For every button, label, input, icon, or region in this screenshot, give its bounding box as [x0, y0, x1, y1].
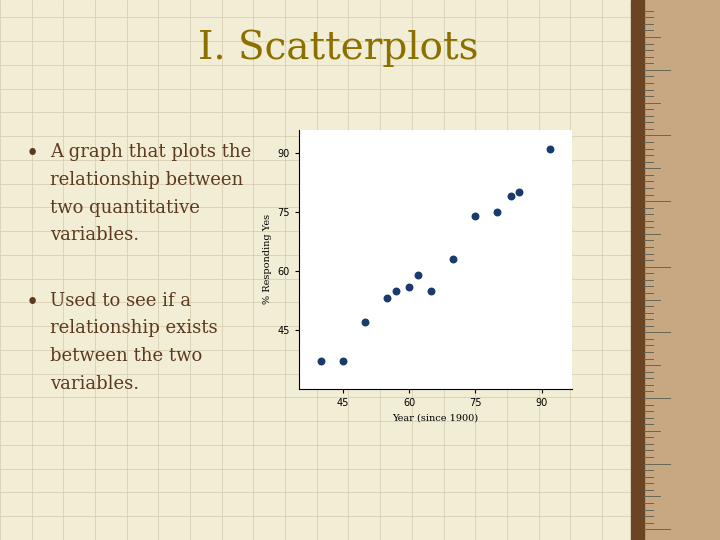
Text: I. Scatterplots: I. Scatterplots: [198, 30, 479, 68]
Y-axis label: % Responding Yes: % Responding Yes: [263, 214, 271, 304]
Bar: [631, 0, 644, 540]
Point: [448, 255, 459, 264]
Point: [544, 145, 556, 153]
Point: [469, 212, 481, 220]
Text: •: •: [25, 292, 38, 314]
Point: [492, 208, 503, 217]
Point: [337, 357, 348, 366]
Text: Used to see if a
relationship exists
between the two
variables.: Used to see if a relationship exists bet…: [50, 292, 218, 393]
Point: [403, 282, 415, 291]
Point: [513, 188, 525, 197]
Point: [426, 286, 437, 295]
Text: •: •: [25, 143, 38, 165]
Point: [315, 357, 327, 366]
X-axis label: Year (since 1900): Year (since 1900): [392, 414, 479, 422]
Point: [359, 318, 371, 326]
Point: [505, 192, 516, 201]
Point: [412, 271, 423, 279]
Point: [382, 294, 393, 303]
Bar: [644, 0, 720, 540]
Text: A graph that plots the
relationship between
two quantitative
variables.: A graph that plots the relationship betw…: [50, 143, 252, 245]
Point: [390, 286, 402, 295]
